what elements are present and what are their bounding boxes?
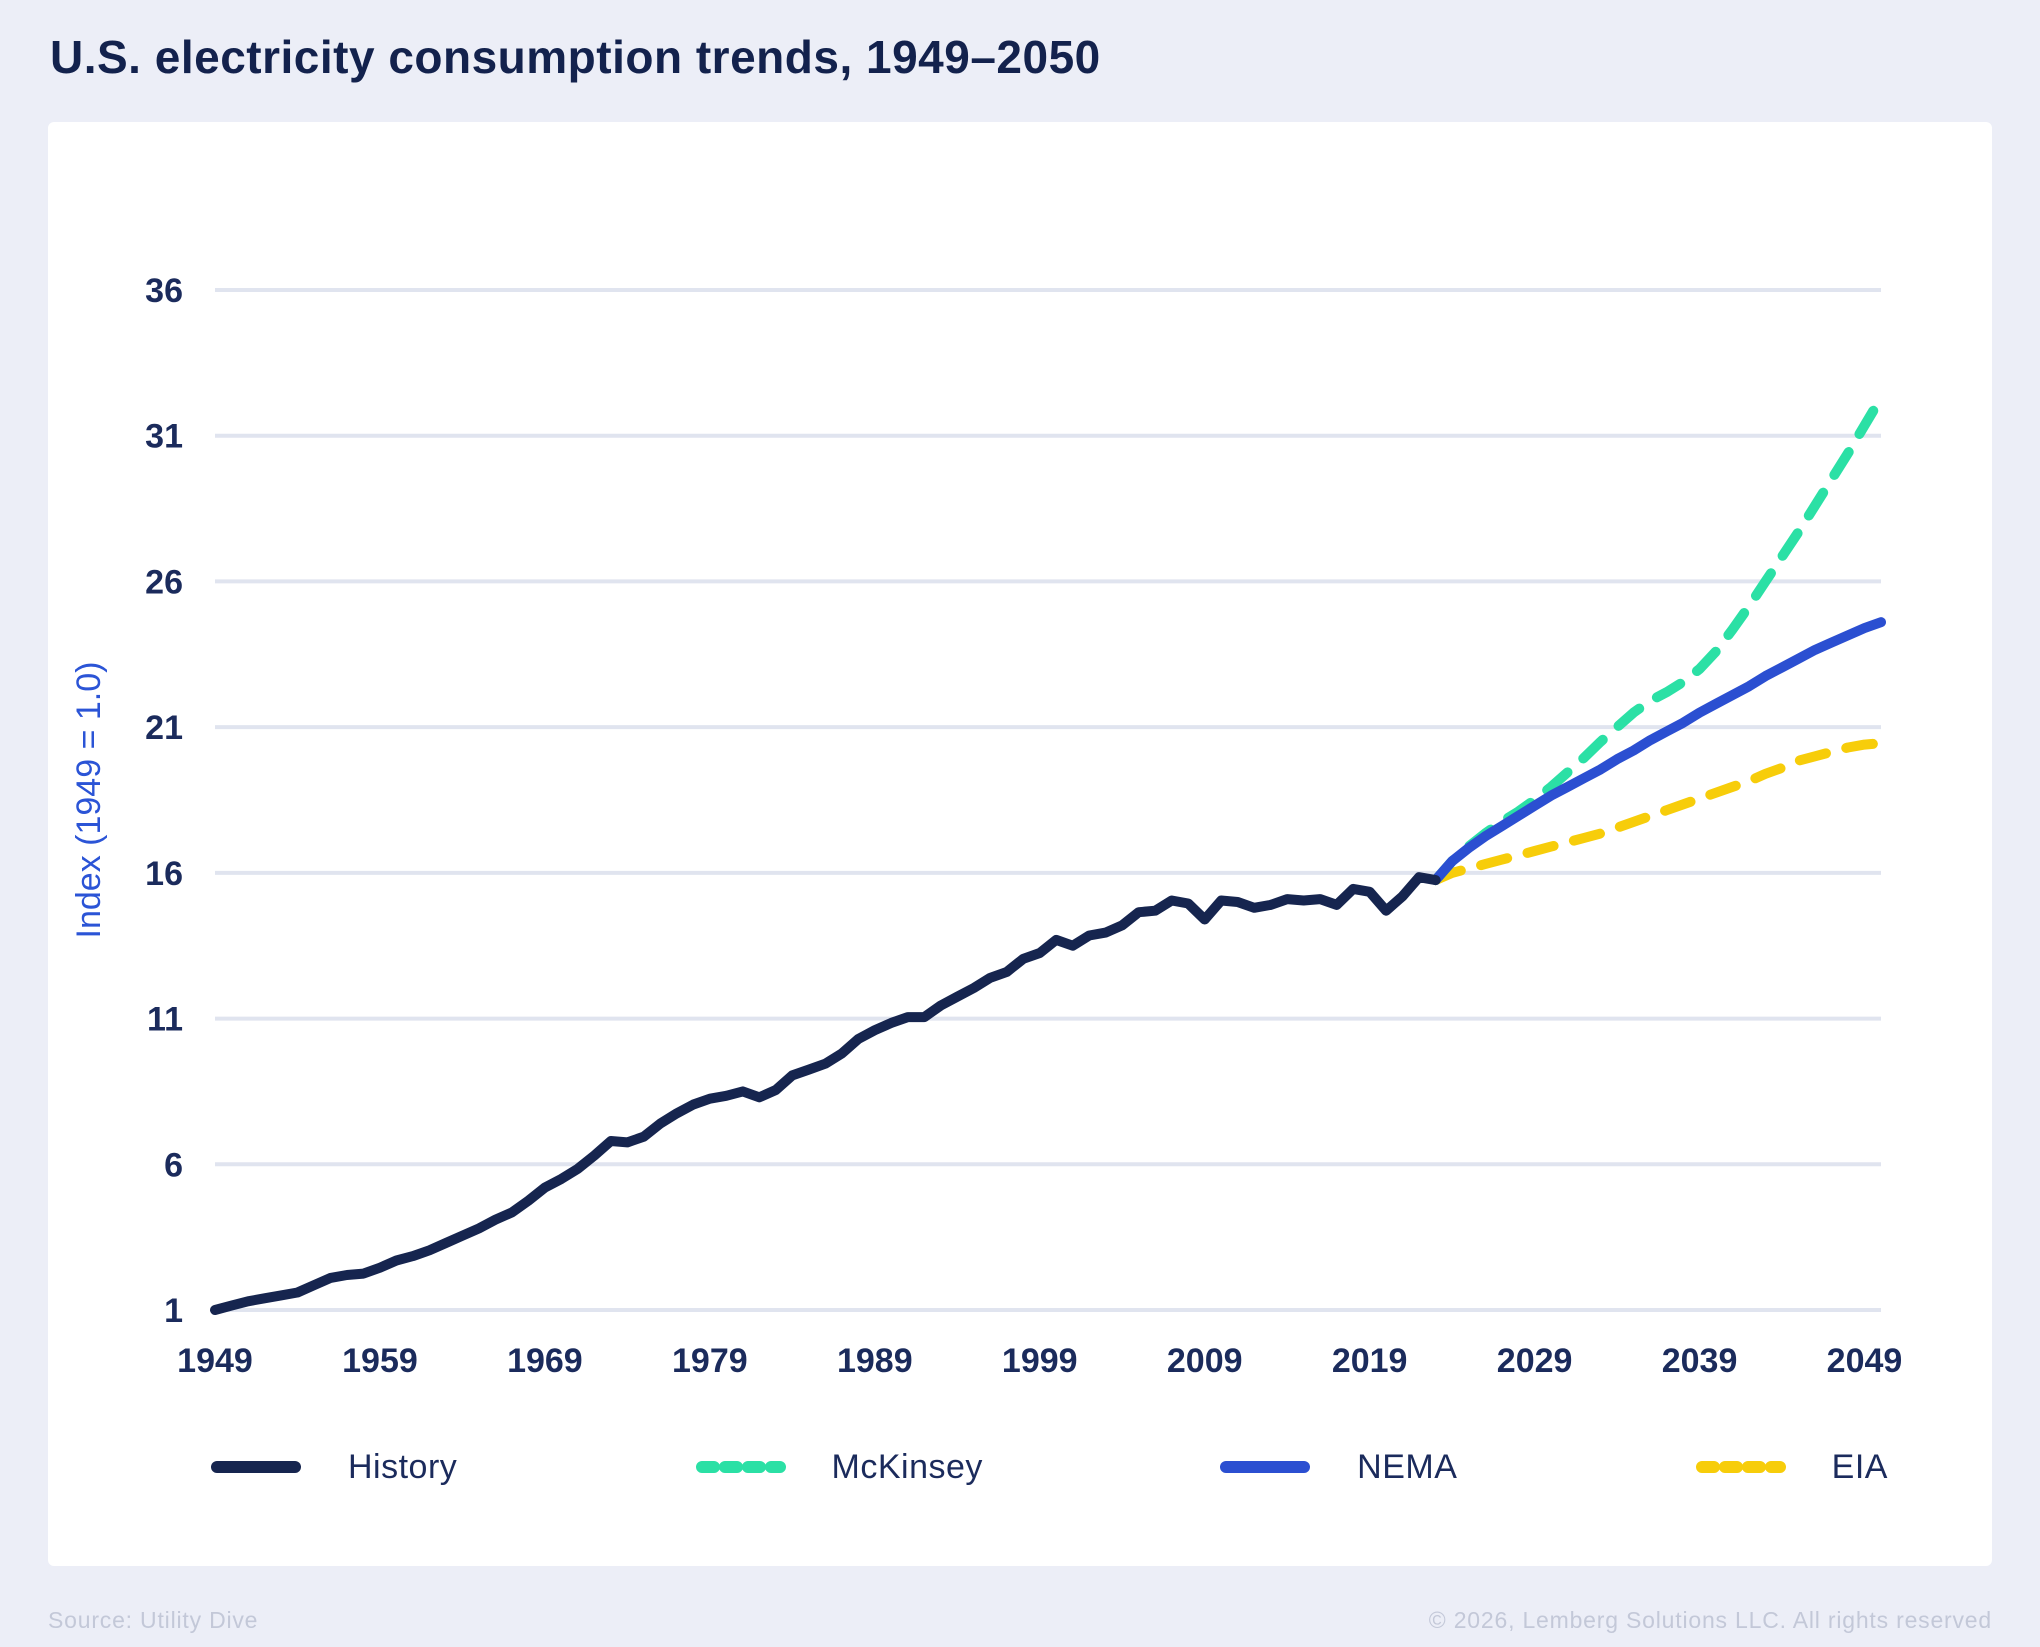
legend-label-mckinsey: McKinsey [831, 1447, 983, 1486]
legend-item-history: History [210, 1448, 457, 1487]
x-tick-label-1949: 1949 [177, 1342, 253, 1380]
y-tick-label-36: 36 [145, 272, 183, 310]
x-tick-label-2029: 2029 [1497, 1342, 1573, 1380]
series-line-eia [1430, 738, 1886, 886]
x-tick-label-2039: 2039 [1662, 1342, 1738, 1380]
mckinsey-dashed-line-swatch-icon [695, 1461, 786, 1473]
nema-line-swatch-icon [1220, 1461, 1311, 1473]
legend-label-eia: EIA [1831, 1447, 1888, 1486]
chart-card: 1 6 11 16 21 26 31 36 1949 1959 1969 1979 1989 1999 20… [48, 122, 1992, 1566]
y-tick-label-6: 6 [164, 1146, 183, 1184]
x-tick-label-1969: 1969 [507, 1342, 583, 1380]
x-tick-label-1999: 1999 [1002, 1342, 1078, 1380]
legend-label-nema: NEMA [1357, 1447, 1458, 1486]
eia-dashed-line-swatch-icon [1695, 1461, 1786, 1473]
x-tick-label-1959: 1959 [342, 1342, 418, 1380]
x-tick-label-2049: 2049 [1827, 1342, 1903, 1380]
y-axis-title: Index (1949 = 1.0) [70, 662, 108, 939]
y-tick-label-11: 11 [147, 1001, 183, 1039]
copyright-notice: © 2026, Lemberg Solutions LLC. All right… [1428, 1606, 1992, 1633]
legend-item-nema: NEMA [1219, 1448, 1457, 1487]
y-tick-label-16: 16 [145, 855, 183, 893]
x-tick-label-2019: 2019 [1332, 1342, 1408, 1380]
legend-item-mckinsey: McKinsey [694, 1448, 983, 1487]
chart-legend: History McKinsey NEMA EIA [210, 1432, 1888, 1502]
legend-item-eia: EIA [1694, 1448, 1888, 1487]
page-footer: Source: Utility Dive © 2026, Lemberg Sol… [48, 1600, 1992, 1640]
series-line-nema [1430, 617, 1886, 886]
y-tick-label-26: 26 [145, 563, 183, 601]
y-tick-label-1: 1 [164, 1292, 183, 1330]
history-line-swatch-icon [211, 1461, 301, 1473]
x-tick-label-1989: 1989 [837, 1342, 913, 1380]
page-title: U.S. electricity consumption trends, 194… [50, 31, 1101, 83]
source-credit: Source: Utility Dive [48, 1606, 259, 1633]
legend-label-history: History [348, 1447, 458, 1486]
series-line-history [210, 872, 1441, 1315]
x-tick-label-1979: 1979 [672, 1342, 748, 1380]
y-tick-label-21: 21 [145, 709, 183, 747]
x-tick-label-2009: 2009 [1167, 1342, 1243, 1380]
series-line-mckinsey [1430, 392, 1886, 886]
y-tick-label-31: 31 [145, 418, 183, 456]
